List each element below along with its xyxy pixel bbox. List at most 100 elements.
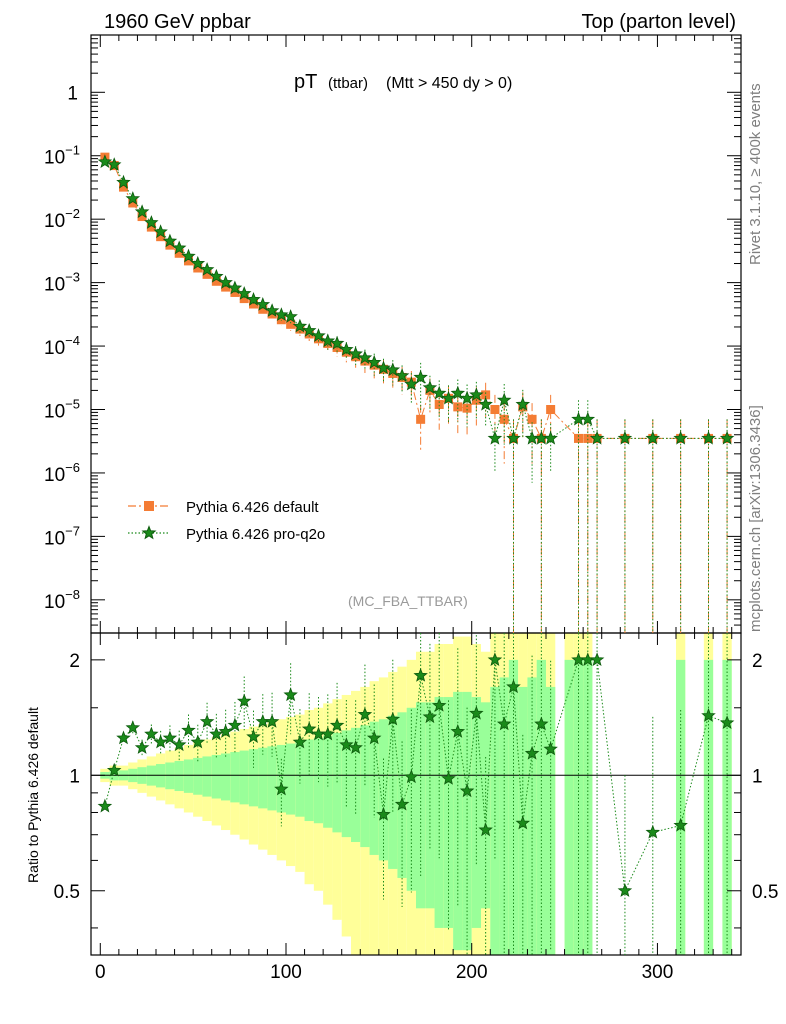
- data-point: [146, 222, 156, 232]
- main-frame: [90, 34, 742, 634]
- ratio-point: [496, 716, 512, 731]
- data-point: [106, 157, 122, 171]
- band-1sigma: [221, 753, 231, 801]
- y-tick-label: 1: [67, 83, 78, 104]
- data-point: [202, 269, 212, 279]
- band-1sigma: [564, 659, 574, 955]
- data-point: [543, 430, 558, 445]
- band-1sigma: [174, 760, 184, 792]
- y-tick-base: 10: [44, 338, 65, 359]
- band-1sigma: [313, 738, 324, 824]
- ratio-point: [162, 730, 178, 745]
- band-1sigma: [722, 659, 732, 955]
- band-1sigma: [703, 659, 714, 955]
- data-point: [701, 430, 716, 445]
- data-point: [416, 414, 426, 424]
- legend-marker-square: [144, 501, 154, 511]
- band-1sigma: [258, 747, 268, 809]
- data-point: [462, 403, 472, 413]
- ratio-series-q2o: [97, 633, 735, 955]
- data-point: [441, 390, 456, 405]
- ratio-point: [385, 711, 401, 726]
- legend-label-q2o: Pythia 6.426 pro-q2o: [186, 526, 325, 543]
- axis-ticks: 0 100 200 300110−110−210−310−410−510−610−71…: [44, 34, 778, 983]
- data-point: [311, 328, 326, 342]
- band-1sigma: [536, 659, 546, 955]
- y-tick-exp: −4: [65, 333, 80, 348]
- data-point: [394, 368, 410, 382]
- ratio-point: [227, 717, 243, 732]
- data-point: [496, 392, 512, 407]
- data-point: [487, 430, 503, 445]
- data-point: [478, 396, 493, 411]
- data-point: [617, 430, 633, 445]
- data-point: [357, 350, 373, 365]
- data-point: [144, 215, 159, 229]
- data-point: [413, 369, 428, 384]
- ratio-point: [264, 714, 280, 728]
- band-1sigma: [676, 659, 686, 955]
- ratio-point: [366, 730, 382, 745]
- ratio-uncertainty-bands: [100, 633, 732, 955]
- band-1sigma: [239, 750, 249, 805]
- x-tick-label: 300: [642, 962, 674, 983]
- ratio-point: [283, 687, 298, 702]
- ratio-point: [543, 741, 558, 756]
- title-cut: (Mtt > 450 dy > 0): [386, 75, 512, 92]
- data-point: [97, 154, 113, 168]
- data-point: [580, 411, 596, 426]
- data-point: [236, 286, 252, 300]
- band-1sigma: [471, 697, 481, 928]
- data-point: [193, 263, 203, 273]
- data-point: [422, 380, 438, 394]
- y-tick-label: 10−6: [44, 460, 80, 486]
- ratio-tick-label-right: 0.5: [752, 882, 778, 903]
- x-tick-label: 100: [270, 962, 302, 983]
- data-point: [128, 198, 138, 208]
- band-1sigma: [573, 659, 584, 955]
- series-line: [104, 156, 728, 440]
- ratio-point: [116, 730, 131, 745]
- data-point: [589, 430, 605, 445]
- band-1sigma: [369, 721, 379, 855]
- band-1sigma: [546, 686, 556, 955]
- band-1sigma: [276, 744, 286, 813]
- ratio-point: [719, 715, 735, 729]
- ratio-point: [274, 781, 289, 796]
- data-point: [385, 362, 401, 377]
- ratio-point: [478, 822, 493, 837]
- y-tick-label: 10−5: [44, 397, 80, 423]
- data-point: [125, 191, 141, 205]
- data-point: [506, 430, 521, 445]
- band-1sigma: [388, 715, 398, 869]
- ratio-point: [589, 652, 605, 666]
- data-point: [249, 299, 258, 309]
- band-1sigma: [230, 752, 240, 803]
- ratio-point: [534, 716, 549, 731]
- data-point: [258, 304, 268, 314]
- band-1sigma: [323, 735, 333, 828]
- ratio-point: [617, 883, 633, 897]
- data-point: [304, 329, 314, 339]
- data-point: [292, 318, 308, 333]
- y-tick-base: 10: [44, 211, 65, 232]
- ratio-point: [320, 726, 336, 741]
- ratio-point: [171, 737, 187, 752]
- data-point: [171, 240, 187, 255]
- header-right: Top (parton level): [581, 11, 736, 33]
- y-tick-base: 10: [44, 402, 65, 423]
- x-tick-label: 200: [456, 962, 488, 983]
- band-1sigma: [202, 756, 212, 797]
- data-point: [134, 204, 150, 219]
- data-point: [527, 414, 537, 424]
- plot-title: pT (ttbar) (Mtt > 450 dy > 0): [294, 71, 512, 93]
- data-point: [276, 315, 286, 325]
- y-tick-exp: −3: [65, 270, 80, 285]
- band-1sigma: [183, 759, 194, 793]
- ratio-point: [506, 679, 521, 694]
- data-point: [116, 174, 131, 189]
- ratio-point: [301, 721, 317, 736]
- data-point: [673, 430, 688, 445]
- band-1sigma: [304, 739, 314, 822]
- data-point: [515, 396, 531, 411]
